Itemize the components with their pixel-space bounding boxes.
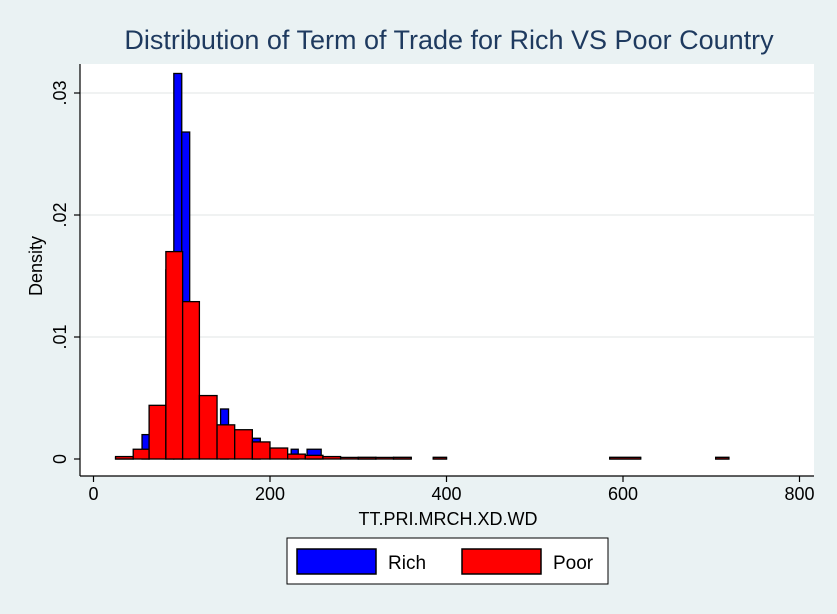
series-poor-bars: [114, 250, 730, 460]
legend-label-poor: Poor: [553, 553, 594, 574]
y-tick-label-1: .01: [50, 324, 70, 349]
gridlines: [80, 92, 814, 338]
bar-poor-16: [392, 456, 412, 460]
bar-poor-1: [132, 448, 150, 460]
bar-poor-5: [198, 394, 218, 460]
y-tick-label-0: 0: [50, 454, 70, 464]
x-tick-label-1: 200: [255, 484, 285, 504]
x-tick-label-3: 600: [608, 484, 638, 504]
bar-poor-9: [269, 447, 289, 460]
bar-poor-18: [609, 456, 642, 460]
y-axis-title: Density: [26, 236, 46, 296]
bar-poor-2: [148, 404, 167, 460]
y-tick-label-2: .02: [50, 202, 70, 227]
bar-poor-0: [114, 455, 134, 460]
bar-poor-3: [165, 250, 184, 460]
bar-poor-4: [181, 300, 201, 460]
bar-poor-13: [339, 456, 359, 460]
bar-poor-7: [234, 429, 253, 460]
bar-poor-14: [357, 456, 377, 460]
bar-poor-11: [304, 454, 324, 460]
bar-poor-17: [432, 456, 448, 460]
bar-poor-10: [286, 453, 306, 460]
x-tick-label-2: 400: [431, 484, 461, 504]
bar-poor-8: [251, 441, 271, 460]
bar-poor-19: [715, 456, 730, 460]
x-tick-label-4: 800: [784, 484, 814, 504]
bar-poor-12: [322, 455, 342, 460]
bar-poor-15: [375, 456, 395, 460]
legend-swatch-poor: [461, 548, 542, 575]
x-axis-ticks: 0 200 400 600 800: [88, 476, 815, 504]
legend-label-rich: Rich: [388, 553, 426, 574]
y-tick-label-3: .03: [50, 80, 70, 105]
bar-poor-6: [216, 424, 236, 460]
x-tick-label-0: 0: [88, 484, 98, 504]
legend: Rich Poor: [286, 537, 609, 585]
legend-swatch-rich: [296, 548, 377, 575]
x-axis-title: TT.PRI.MRCH.XD.WD: [359, 509, 538, 529]
y-axis-ticks: 0 .01 .02 .03: [50, 80, 80, 464]
chart-title: Distribution of Term of Trade for Rich V…: [124, 25, 774, 55]
